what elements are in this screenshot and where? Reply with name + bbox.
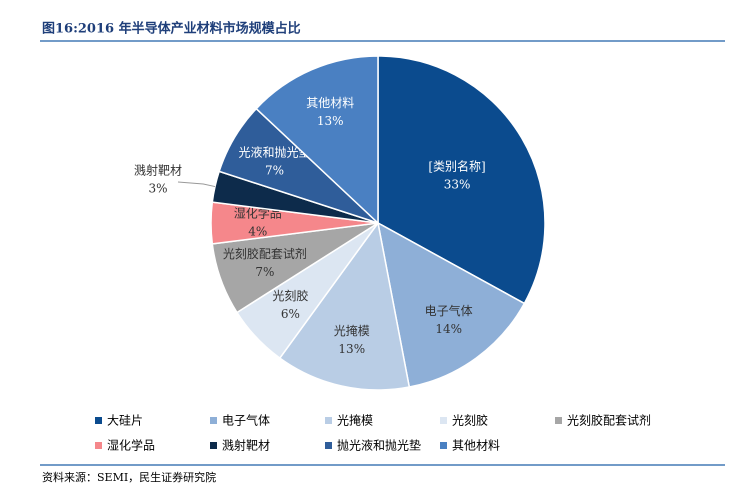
slice-label: 光液和抛光垫 [238,144,310,159]
legend-swatch [325,417,332,424]
pie-slice [377,55,546,305]
slice-label: 溅射靶材 [134,163,182,178]
legend-label: 溅射靶材 [222,438,270,453]
slice-label: [类别名称] [428,159,485,174]
value-label: 14% [435,322,462,336]
leader-line [177,181,216,188]
legend-swatch [95,417,102,424]
pie-slice [278,221,411,391]
legend-label: 光刻胶 [452,413,488,428]
slice-label: 光刻胶配套试剂 [223,246,307,261]
legend-swatch [440,417,447,424]
legend-label: 电子气体 [222,413,270,428]
slice-label: 其他材料 [306,96,354,110]
legend-label: 大硅片 [107,414,143,428]
value-label: 4% [248,225,267,239]
value-label: 3% [148,182,167,196]
legend-swatch [440,442,447,449]
chart-title: 图16:2016 年半导体产业材料市场规模占比 [42,21,301,37]
value-label: 6% [281,307,300,321]
legend-swatch [555,417,562,424]
legend-swatch [210,442,217,449]
slice-label: 电子气体 [425,303,473,318]
legend-swatch [325,442,332,449]
value-label: 7% [255,265,274,279]
value-label: 33% [444,178,471,192]
source: 资料来源：SEMI，民生证券研究院 [42,470,216,484]
pie-slice [255,55,379,225]
value-label: 13% [317,114,344,128]
legend-swatch [95,442,102,449]
value-label: 13% [338,342,365,356]
legend-label: 光刻胶配套试剂 [567,413,651,428]
value-label: 7% [265,163,284,177]
legend-label: 湿化学品 [107,438,155,453]
pie-slice [376,221,526,388]
slice-label: 光刻胶 [272,288,308,303]
slice-label: 光掩模 [334,324,370,338]
legend-label: 抛光液和抛光垫 [337,438,421,453]
legend-label: 其他材料 [452,439,500,453]
legend-swatch [210,417,217,424]
legend-label: 光掩模 [337,414,373,428]
